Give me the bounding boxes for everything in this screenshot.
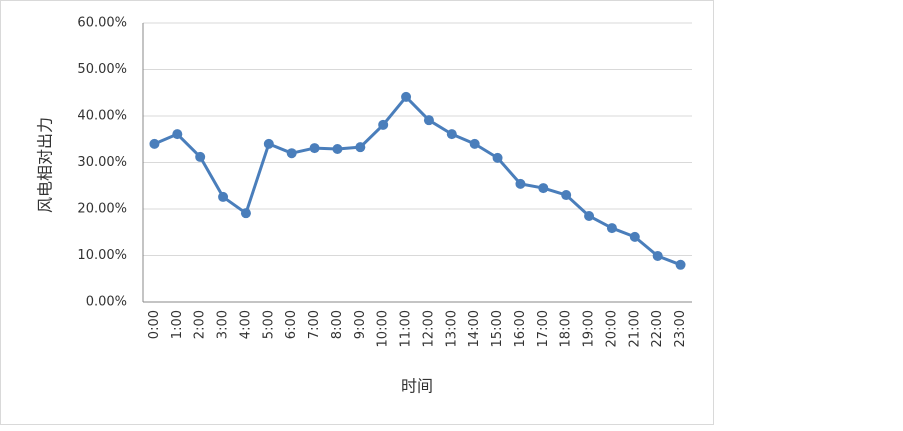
chart-border [0,0,714,425]
data-point [332,144,343,155]
x-tick-label: 9:00 [353,310,368,339]
data-point [492,152,503,163]
x-tick-label: 17:00 [536,310,551,347]
x-tick-label: 10:00 [376,310,391,347]
x-tick-label: 18:00 [559,310,574,347]
data-point [240,208,251,219]
y-tick-label: 30.00% [77,155,127,170]
data-point [218,191,229,202]
data-point [286,148,297,159]
x-tick-label: 13:00 [444,310,459,347]
x-tick-label: 23:00 [673,310,688,347]
data-point [378,119,389,130]
y-axis-label: 风电相对出力 [36,117,55,213]
data-point [561,190,572,201]
x-tick-label: 0:00 [147,310,162,339]
data-point [355,142,366,153]
x-tick-label: 6:00 [284,310,299,339]
x-tick-label: 11:00 [399,310,414,347]
data-point [309,143,320,154]
data-point [423,115,434,126]
data-point [263,138,274,149]
x-tick-label: 14:00 [467,310,482,347]
x-tick-label: 22:00 [650,310,665,347]
y-tick-label: 40.00% [77,109,127,124]
data-point [149,138,160,149]
data-point [538,183,549,194]
x-tick-label: 8:00 [330,310,345,339]
x-tick-label: 12:00 [421,310,436,347]
x-tick-label: 21:00 [627,310,642,347]
data-point [606,223,617,234]
data-point [515,178,526,189]
x-tick-label: 5:00 [261,310,276,339]
x-tick-label: 7:00 [307,310,322,339]
data-point [469,138,480,149]
y-tick-label: 10.00% [77,248,127,263]
x-tick-label: 16:00 [513,310,528,347]
y-tick-label: 20.00% [77,202,127,217]
data-point [584,210,595,221]
y-tick-label: 0.00% [86,295,127,310]
x-tick-label: 20:00 [604,310,619,347]
y-tick-label: 50.00% [77,62,127,77]
x-tick-label: 19:00 [582,310,597,347]
data-point [172,129,183,140]
x-axis-label: 时间 [401,377,433,396]
x-tick-label: 3:00 [216,310,231,339]
data-point [652,250,663,261]
data-point [401,91,412,102]
x-tick-label: 4:00 [238,310,253,339]
x-tick-label: 2:00 [193,310,208,339]
data-point [446,129,457,140]
data-point [675,259,686,270]
x-tick-label: 1:00 [170,310,185,339]
data-point [195,151,206,162]
y-tick-label: 60.00% [77,16,127,31]
data-point [629,231,640,242]
x-tick-label: 15:00 [490,310,505,347]
